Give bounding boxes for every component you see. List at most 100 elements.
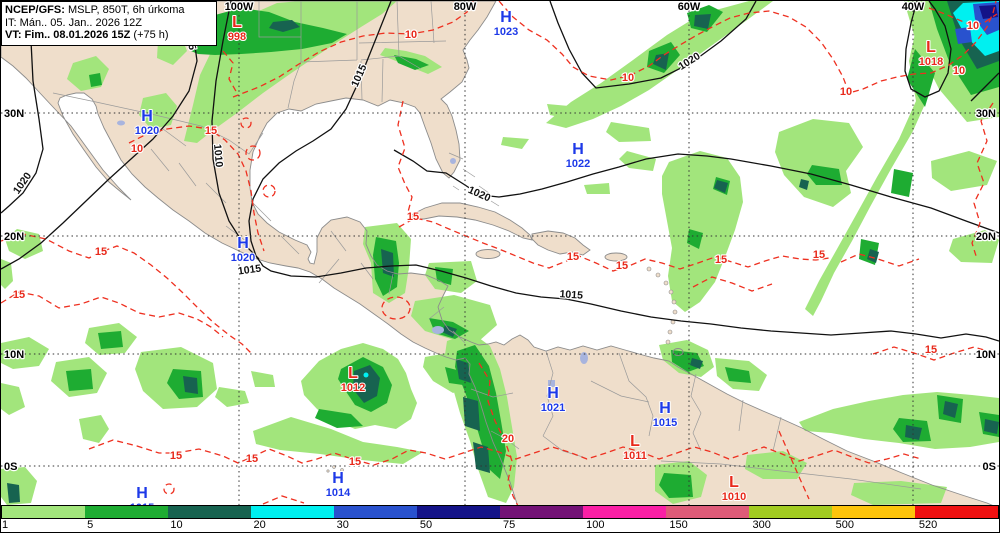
isotherm-label: 15: [246, 453, 258, 465]
isotherm-label: 15: [715, 254, 727, 266]
pressure-center-H: H: [547, 385, 559, 402]
small-islands: [326, 152, 678, 473]
model-name: NCEP/GFS:: [5, 4, 65, 16]
state-country-borders: [52, 1, 922, 490]
colorbar-tick: 20: [253, 519, 266, 531]
colorbar-tick: 10: [170, 519, 183, 531]
colorbar-segment: [749, 506, 832, 518]
pressure-center-value: 1020: [231, 252, 255, 264]
pressure-center-H: H: [332, 470, 344, 487]
latitude-label-right: 10N: [976, 349, 996, 361]
pressure-center-value: 998: [228, 31, 246, 43]
latitude-label-left: 20N: [4, 231, 24, 243]
colorbar-tick: 100: [586, 519, 605, 531]
pressure-center-value: 1015: [653, 417, 677, 429]
valid-time: VT: Fim.. 08.01.2026 15Z: [5, 29, 131, 41]
pressure-center-L: L: [232, 14, 242, 31]
graticule: [1, 1, 999, 505]
pressure-center-value: 1010: [722, 491, 746, 503]
pressure-center-L: L: [926, 39, 936, 56]
colorbar-segment: [666, 506, 749, 518]
isotherm-label: 15: [205, 125, 217, 137]
colorbar-tick: 150: [669, 519, 688, 531]
isotherm-label: 10: [131, 143, 143, 155]
latitude-label-right: 20N: [976, 231, 996, 243]
latitude-label-right: 0S: [983, 461, 996, 473]
colorbar-tick: 520: [918, 519, 938, 531]
colorbar-tick: 30: [336, 519, 349, 531]
pressure-center-value: 1014: [326, 487, 351, 499]
longitude-label: 40W: [902, 1, 925, 13]
latitude-label-right: 30N: [976, 108, 996, 120]
colorbar-tick: 50: [419, 519, 433, 531]
pressure-center-H: H: [572, 141, 584, 158]
valid-time-line: VT: Fim.. 08.01.2026 15Z (+75 h): [5, 29, 212, 42]
colorbar-strip: [1, 505, 999, 519]
model-title-line: NCEP/GFS: MSLP, 850T, 6h úrkoma: [5, 4, 212, 17]
isotherm-label: 15: [407, 211, 419, 223]
isotherm-label: 15: [567, 251, 579, 263]
colorbar-tick: 1: [2, 519, 9, 531]
colorbar-tick: 500: [835, 519, 855, 531]
pressure-center-L: L: [348, 365, 358, 382]
model-info-box: NCEP/GFS: MSLP, 850T, 6h úrkoma IT: Mán.…: [1, 1, 217, 46]
isotherm-label: 15: [170, 450, 182, 462]
pressure-center-H: H: [136, 485, 148, 502]
colorbar-segment: [334, 506, 417, 518]
pressure-center-H: H: [659, 400, 671, 417]
latitude-label-left: 10N: [4, 349, 24, 361]
colorbar-tick: 75: [503, 519, 516, 531]
pressure-center-L: L: [729, 474, 739, 491]
longitude-label: 100W: [225, 1, 254, 13]
colorbar-labels: 1 5 10 20 30 50 75 100 150 300 500 520: [1, 519, 999, 532]
mslp-isobars: [1, 1, 999, 342]
isotherm-label: 10: [622, 72, 634, 84]
precipitation-shading: [1, 1, 999, 505]
pressure-center-value: 1023: [494, 26, 518, 38]
forecast-hour: (+75 h): [130, 29, 169, 41]
isotherm-label: 10: [967, 20, 979, 32]
pressure-center-value: 1018: [919, 56, 943, 68]
isobar-label: 1010: [211, 144, 225, 168]
isotherm-label: 15: [95, 246, 107, 258]
colorbar-tick: 300: [752, 519, 771, 531]
isobar-label: 1015: [559, 288, 583, 302]
colorbar-tick: 5: [87, 519, 94, 531]
latitude-label-left: 0S: [4, 461, 17, 473]
colorbar-segment: [583, 506, 666, 518]
pressure-center-value: 1022: [566, 158, 590, 170]
colorbar-segment: [832, 506, 915, 518]
colorbar-segment: [251, 506, 334, 518]
pressure-center-value: 1012: [341, 382, 365, 394]
colorbar-segment: [2, 506, 85, 518]
isotherm-label: 20: [502, 433, 514, 445]
longitude-label: 60W: [678, 1, 701, 13]
isotherm-label: 10: [953, 65, 965, 77]
pressure-center-value: 1011: [623, 450, 647, 462]
isotherm-label: 15: [616, 260, 628, 272]
isotherm-label: 10: [840, 86, 852, 98]
colorbar-segment: [500, 506, 583, 518]
colorbar-segment: [417, 506, 500, 518]
longitude-label: 80W: [454, 1, 477, 13]
pressure-center-value: 1021: [541, 402, 565, 414]
isotherm-label: 15: [349, 456, 361, 468]
pressure-center-H: H: [141, 108, 153, 125]
model-fields: MSLP, 850T, 6h úrkoma: [64, 4, 185, 16]
lakes: [117, 120, 588, 387]
colorbar-segment: [915, 506, 998, 518]
pressure-center-H: H: [500, 9, 512, 26]
colorbar-segment: [168, 506, 251, 518]
isotherm-label: 15: [925, 344, 937, 356]
pressure-center-H: H: [237, 235, 249, 252]
pressure-center-L: L: [630, 433, 640, 450]
precip-heavy-cores: [363, 1, 999, 378]
precip-colorbar: 1 5 10 20 30 50 75 100 150 300 500 520: [1, 505, 999, 532]
init-time-line: IT: Mán.. 05. Jan.. 2026 12Z: [5, 16, 142, 29]
colorbar-segment: [85, 506, 168, 518]
isotherm-label: 15: [13, 289, 25, 301]
pressure-center-value: 1020: [135, 125, 159, 137]
